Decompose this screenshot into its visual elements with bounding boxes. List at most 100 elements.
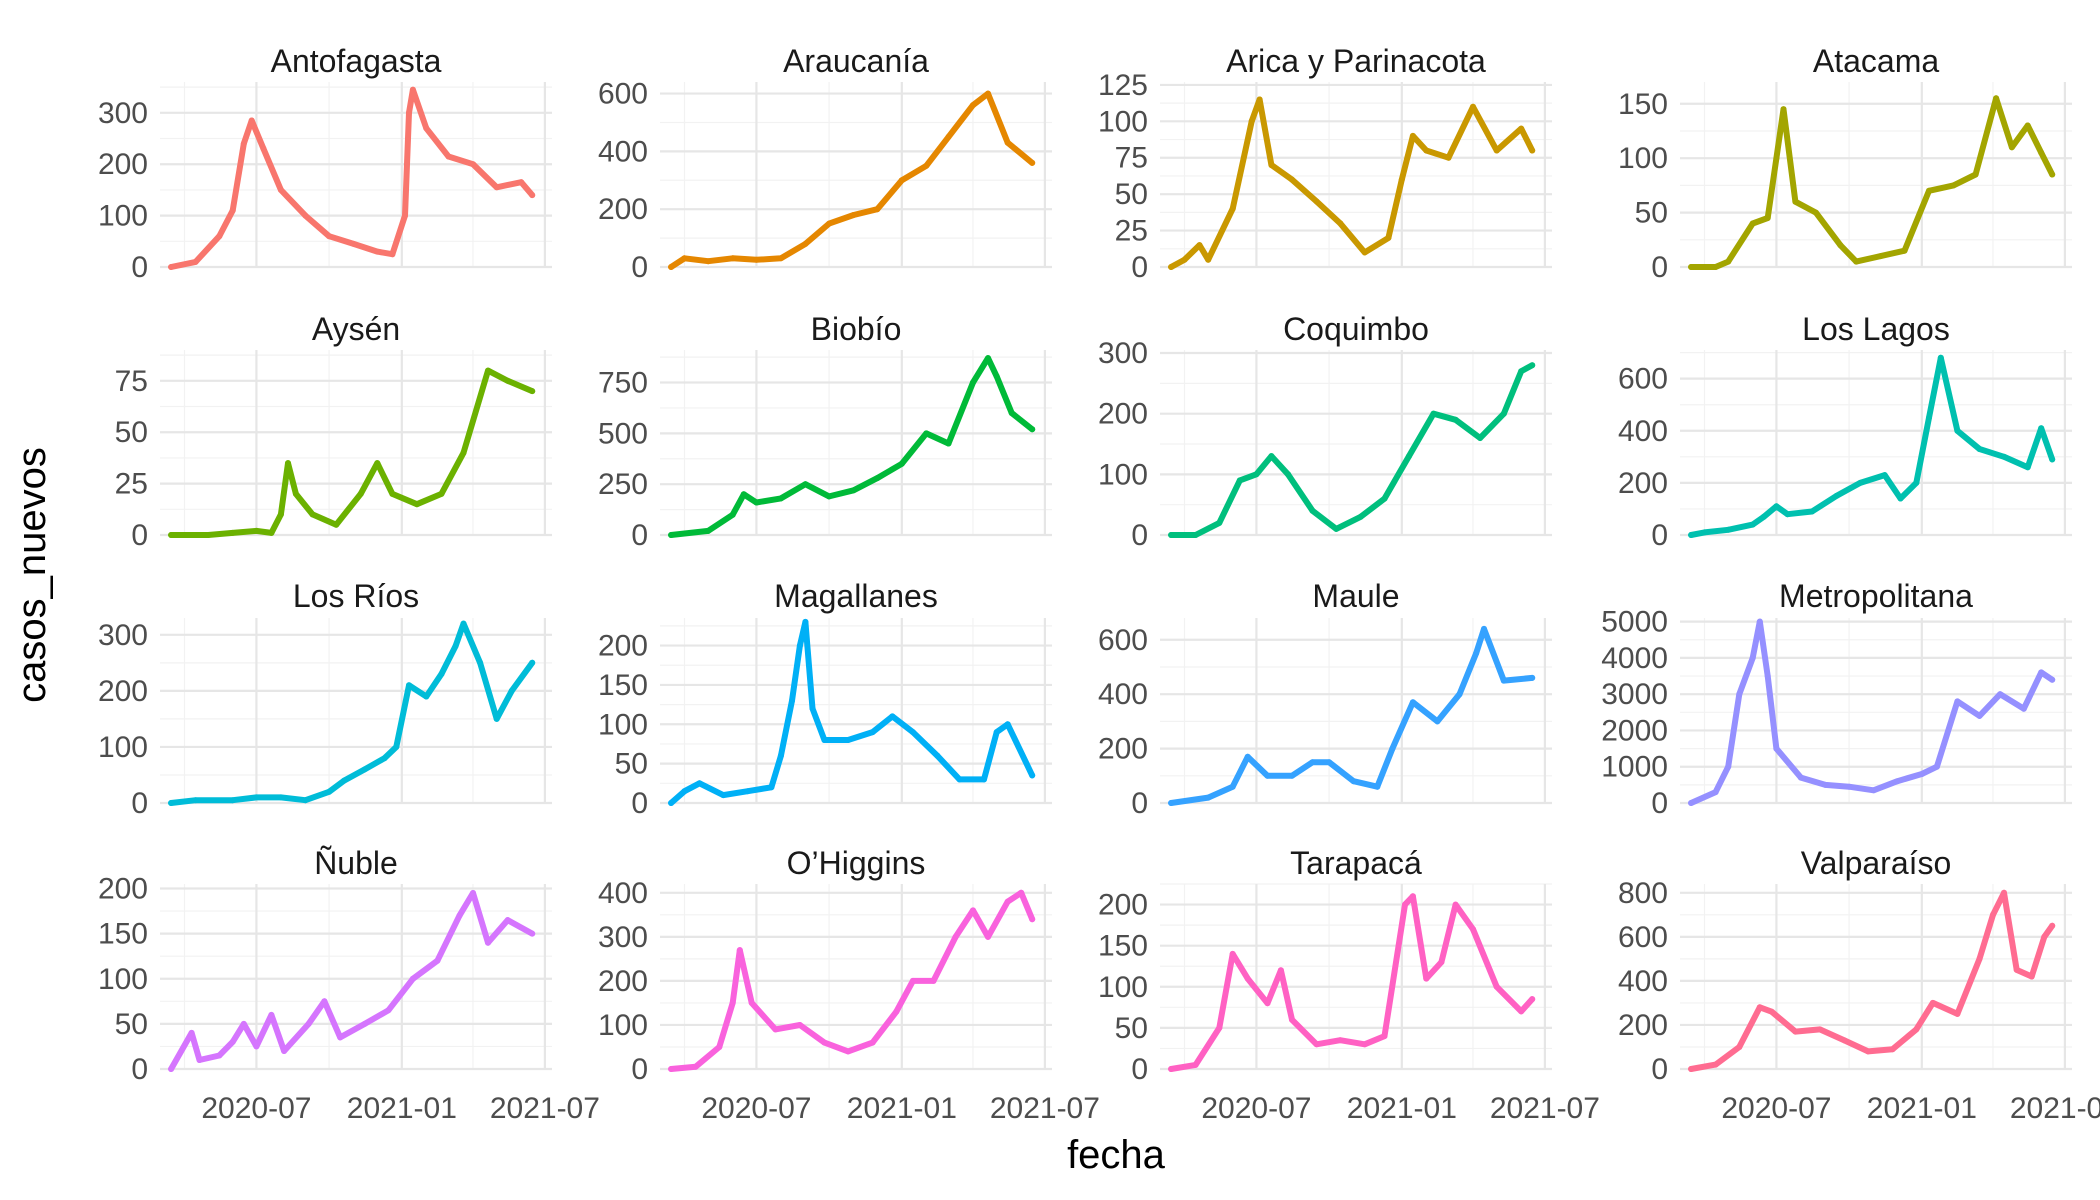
y-tick-label: 600	[1098, 624, 1148, 657]
data-point	[1784, 511, 1791, 518]
data-point	[970, 379, 976, 386]
y-tick-label: 0	[131, 251, 148, 284]
data-point	[1438, 959, 1445, 966]
y-tick-label: 200	[1098, 398, 1148, 431]
data-point	[1470, 103, 1476, 110]
data-point	[1976, 446, 1983, 452]
data-point	[1018, 889, 1025, 896]
data-point	[1773, 745, 1780, 752]
y-tick-label: 2000	[1601, 714, 1668, 747]
data-point	[705, 527, 712, 534]
facet-title: Metropolitana	[1779, 578, 1973, 614]
y-tick-label: 100	[598, 1009, 648, 1042]
y-tick-label: 0	[631, 519, 648, 552]
y-tick-label: 200	[1098, 733, 1148, 766]
y-tick-label: 0	[1131, 787, 1148, 820]
data-point	[1216, 519, 1223, 526]
data-point	[268, 529, 275, 536]
data-point	[2041, 933, 2048, 940]
y-tick-label: 0	[1651, 251, 1668, 284]
y-tick-label: 25	[1115, 215, 1148, 248]
data-point	[1168, 532, 1175, 538]
data-point	[809, 705, 816, 712]
data-point	[1768, 1008, 1775, 1015]
y-tick-label: 200	[1098, 889, 1148, 922]
data-point	[1229, 205, 1236, 212]
y-tick-label: 400	[1618, 965, 1668, 998]
data-point	[205, 532, 212, 538]
data-point	[1529, 362, 1536, 369]
data-point	[1229, 950, 1236, 957]
data-point	[196, 1057, 203, 1063]
data-point	[2038, 669, 2045, 676]
data-point	[1423, 147, 1430, 154]
x-tick-label: 2021-07	[1490, 1092, 1600, 1125]
data-point	[668, 532, 675, 538]
y-tick-label: 75	[115, 365, 148, 398]
data-point	[850, 212, 857, 218]
data-point	[1725, 526, 1732, 533]
data-point	[326, 788, 333, 795]
data-point	[456, 912, 463, 919]
data-point	[240, 1020, 247, 1027]
data-point	[1168, 1066, 1175, 1072]
data-point	[168, 800, 175, 806]
data-point	[1764, 673, 1771, 679]
data-point	[802, 240, 809, 247]
data-point	[2024, 464, 2031, 471]
y-tick-label: 50	[115, 1008, 148, 1041]
data-point	[402, 212, 408, 219]
data-point	[477, 659, 484, 666]
x-tick-label: 2021-01	[1867, 1092, 1977, 1125]
y-tick-label: 300	[598, 921, 648, 954]
data-point	[1285, 471, 1291, 478]
x-tick-label: 2020-07	[201, 1092, 311, 1125]
facet-panel: O’Higgins 0 100 200 300 400	[598, 845, 1052, 1086]
data-point	[923, 430, 930, 437]
data-point	[438, 490, 445, 497]
data-point	[1452, 416, 1459, 423]
data-point	[1029, 426, 1036, 433]
data-point	[981, 776, 987, 783]
data-point	[1361, 249, 1368, 256]
data-point	[898, 460, 905, 467]
data-point	[1236, 477, 1243, 484]
data-point	[1409, 893, 1416, 900]
facet-panel: Maule 0 200 400 600	[1098, 578, 1552, 820]
data-point	[796, 642, 803, 649]
data-point	[168, 264, 175, 270]
data-point	[1337, 1037, 1344, 1044]
data-point	[248, 117, 255, 124]
data-point	[1937, 354, 1944, 361]
data-point	[1841, 1037, 1848, 1044]
data-point	[845, 1048, 852, 1055]
x-tick-label: 2021-01	[1347, 1092, 1457, 1125]
data-point	[240, 140, 247, 147]
x-axis-tick-labels: 2020-07 2021-01 2021-07 2020-07 2021-01 2021-…	[201, 1092, 2100, 1125]
data-point	[1406, 453, 1412, 460]
data-point	[302, 797, 309, 804]
data-point	[168, 532, 175, 538]
y-tick-label: 400	[1618, 415, 1668, 448]
data-point	[1456, 691, 1463, 698]
data-point	[341, 777, 348, 784]
data-point	[1764, 215, 1771, 221]
series-line	[168, 367, 536, 538]
data-point	[740, 491, 747, 498]
facet-panel: Araucanía 0 200 400 600	[598, 43, 1052, 284]
data-point	[216, 233, 223, 240]
y-tick-label: 300	[98, 97, 148, 130]
facet-title: Coquimbo	[1283, 311, 1429, 347]
data-point	[681, 788, 688, 795]
y-tick-label: 200	[598, 193, 648, 226]
data-point	[729, 511, 736, 518]
data-point	[1846, 783, 1853, 790]
data-point	[874, 475, 881, 482]
data-point	[1004, 139, 1011, 146]
data-point	[1398, 176, 1405, 183]
data-point	[1168, 264, 1175, 270]
data-point	[309, 511, 316, 518]
y-tick-label: 150	[1098, 930, 1148, 963]
data-point	[681, 255, 688, 262]
data-point	[529, 192, 536, 199]
